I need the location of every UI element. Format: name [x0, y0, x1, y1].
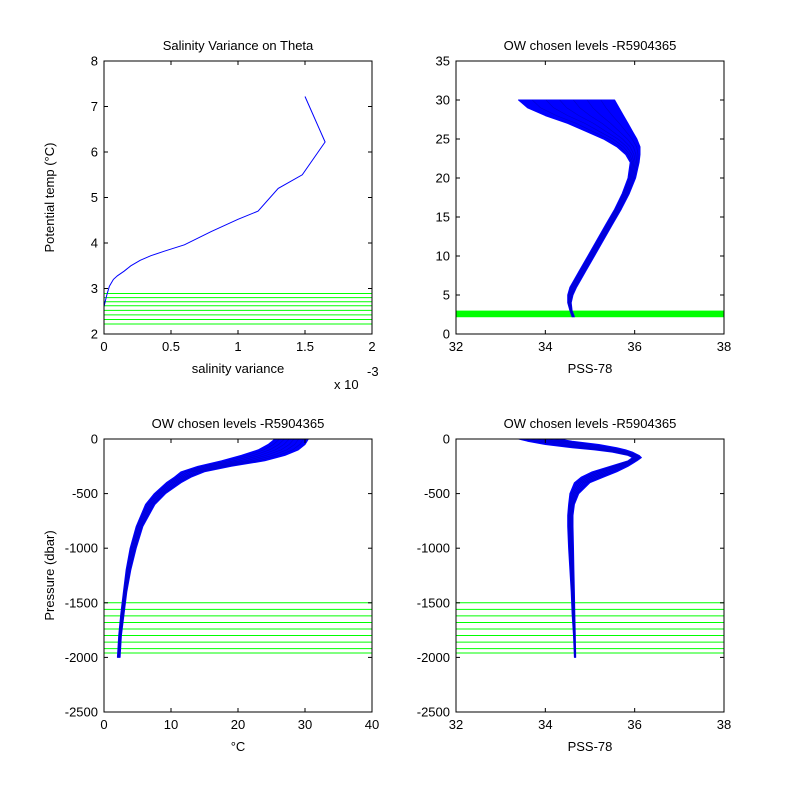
subplot-pres-sal: 32 34 36 38 -2500 -2000 -1500 -1000 -500 0 OW chos… — [417, 416, 731, 754]
profile-line — [559, 99, 635, 317]
y-tick-label: -2500 — [65, 705, 98, 720]
plot-area — [104, 439, 372, 658]
x-axis-label: PSS-78 — [568, 739, 613, 754]
plot-area — [456, 99, 724, 318]
y-tick-label: 3 — [91, 281, 98, 296]
series-line — [104, 96, 326, 307]
y-tick-label: 0 — [443, 327, 450, 342]
y-tick-label: -1000 — [65, 541, 98, 556]
x-tick-label: 0.5 — [162, 339, 180, 354]
x-tick-label: 38 — [717, 339, 731, 354]
x-tick-label: 1 — [234, 339, 241, 354]
subplot-sal-var-theta: 0 0.5 1 1.5 2 2 3 4 5 6 7 8 Salinity Variance on The… — [42, 38, 379, 392]
chart-title: OW chosen levels -R5904365 — [152, 416, 325, 431]
chosen-level-band — [456, 310, 724, 318]
y-tick-label: 5 — [443, 288, 450, 303]
y-tick-label: 15 — [436, 210, 450, 225]
profile-envelope — [116, 439, 309, 658]
x-tick-label: 0 — [100, 717, 107, 732]
y-tick-label: 25 — [436, 132, 450, 147]
chart-title: OW chosen levels -R5904365 — [504, 416, 677, 431]
profile-line — [119, 439, 304, 658]
profile-line — [118, 439, 295, 658]
x-tick-label: 36 — [627, 339, 641, 354]
profile-line — [569, 99, 637, 317]
x-axis-multiplier-exponent: -3 — [367, 364, 379, 379]
y-tick-label: -1500 — [417, 595, 450, 610]
profile-line — [118, 439, 290, 658]
x-tick-label: 1.5 — [296, 339, 314, 354]
profile-line — [552, 439, 641, 658]
profile-line — [570, 99, 639, 317]
y-tick-label: 7 — [91, 99, 98, 114]
y-tick-label: 20 — [436, 171, 450, 186]
y-tick-label: 4 — [91, 236, 98, 251]
y-tick-label: -1000 — [417, 541, 450, 556]
y-tick-label: 5 — [91, 190, 98, 205]
x-tick-label: 30 — [298, 717, 312, 732]
y-axis-label: Pressure (dbar) — [42, 530, 57, 620]
y-tick-label: 35 — [436, 54, 450, 69]
profile-line — [117, 439, 285, 658]
profile-line — [529, 439, 636, 658]
y-tick-label: 8 — [91, 54, 98, 69]
x-axis-label: PSS-78 — [568, 361, 613, 376]
profile-line — [541, 439, 639, 658]
plot-area — [456, 439, 724, 658]
y-axis-label: Potential temp (°C) — [42, 143, 57, 253]
x-tick-label: 10 — [164, 717, 178, 732]
x-tick-label: 40 — [365, 717, 379, 732]
profile-line — [535, 439, 637, 658]
axes-box — [455, 60, 725, 335]
profile-line — [569, 99, 636, 317]
profile-line — [547, 439, 640, 658]
chart-title: OW chosen levels -R5904365 — [504, 38, 677, 53]
y-tick-label: -1500 — [65, 595, 98, 610]
profile-line — [532, 99, 632, 317]
x-tick-label: 36 — [627, 717, 641, 732]
y-tick-label: 30 — [436, 93, 450, 108]
x-tick-label: 32 — [449, 717, 463, 732]
y-tick-label: 2 — [91, 327, 98, 342]
axes-box — [455, 438, 725, 713]
subplot-pres-temp: 0 10 20 30 40 -2500 -2000 -1500 -1000 -500 0 OW cho… — [42, 416, 379, 754]
x-tick-label: 2 — [368, 339, 375, 354]
x-tick-label: 20 — [231, 717, 245, 732]
x-tick-label: 0 — [100, 339, 107, 354]
y-tick-label: 0 — [91, 432, 98, 447]
x-axis-label: °C — [231, 739, 246, 754]
x-axis-label: salinity variance — [192, 361, 285, 376]
profile-line — [117, 439, 280, 658]
y-tick-label: -500 — [424, 486, 450, 501]
subplot-theta-sal-top: 32 34 36 38 0 5 10 15 20 25 30 35 OW chosen levels -… — [436, 38, 732, 376]
plot-area — [104, 96, 372, 325]
x-axis-multiplier: x 10 — [334, 377, 359, 392]
profile-line — [545, 99, 634, 317]
x-tick-label: 34 — [538, 717, 552, 732]
profile-line — [524, 439, 635, 658]
y-tick-label: -500 — [72, 486, 98, 501]
x-tick-label: 38 — [717, 717, 731, 732]
profile-line — [119, 439, 300, 658]
y-tick-label: 10 — [436, 249, 450, 264]
chart-title: Salinity Variance on Theta — [163, 38, 314, 53]
y-tick-label: 6 — [91, 145, 98, 160]
y-tick-label: -2000 — [417, 650, 450, 665]
x-tick-label: 34 — [538, 339, 552, 354]
y-tick-label: 0 — [443, 432, 450, 447]
y-tick-label: -2000 — [65, 650, 98, 665]
x-tick-label: 32 — [449, 339, 463, 354]
y-tick-label: -2500 — [417, 705, 450, 720]
